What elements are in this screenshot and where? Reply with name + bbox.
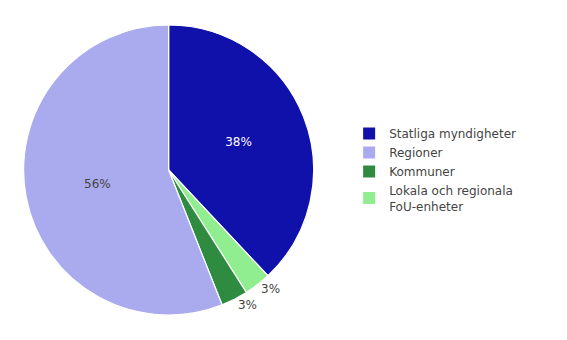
svg-text:3%: 3%	[261, 282, 280, 296]
svg-text:Lokala och regionalaFoU-enhete: Lokala och regionalaFoU-enheter	[389, 184, 513, 214]
svg-text:Kommuner: Kommuner	[389, 165, 455, 179]
svg-text:Regioner: Regioner	[389, 146, 442, 160]
svg-text:38%: 38%	[225, 135, 252, 149]
svg-text:56%: 56%	[84, 177, 111, 191]
svg-text:3%: 3%	[238, 298, 257, 312]
svg-text:Statliga myndigheter: Statliga myndigheter	[389, 127, 516, 141]
